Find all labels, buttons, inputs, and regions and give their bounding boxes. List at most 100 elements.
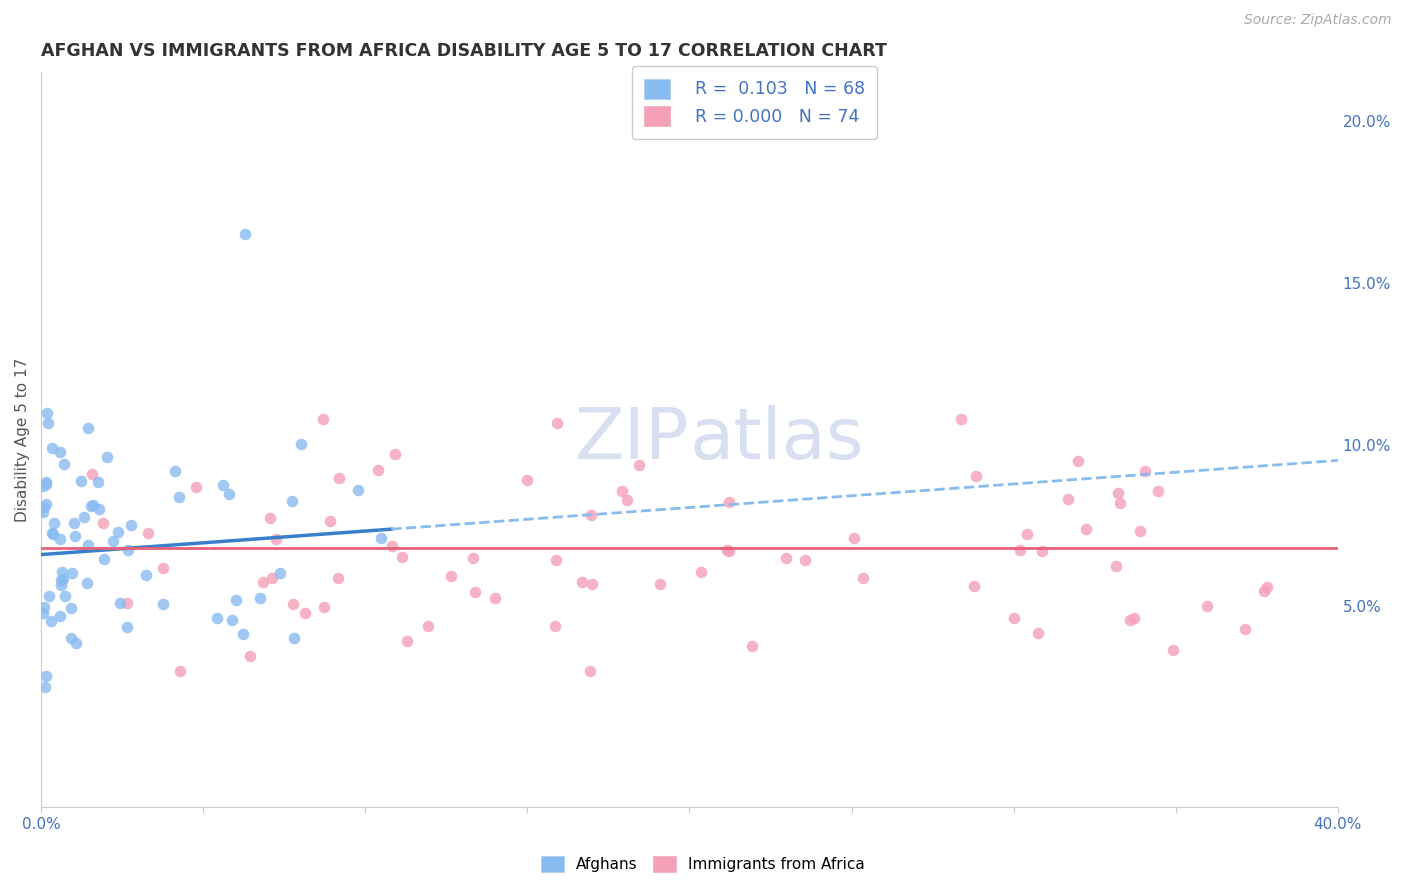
Point [616,493,638,508]
Point [1017,527,1039,541]
Point [32,606,55,620]
Point [41,442,63,456]
Point [76,420,98,434]
Point [53,589,76,603]
Point [101,533,124,548]
Point [1010,542,1032,557]
Point [579,664,602,678]
Point [949,411,972,425]
Point [579,508,602,523]
Point [41,526,63,541]
Point [82,498,104,512]
Point [1135,464,1157,478]
Point [965,469,987,483]
Point [93,551,115,566]
Point [793,553,815,567]
Point [328,571,350,585]
Point [63,516,86,530]
Point [852,571,875,585]
Point [63,529,86,543]
Point [49,445,72,459]
Point [91,516,114,530]
Point [186,480,208,494]
Point [1129,524,1152,538]
Point [35,475,58,489]
Point [464,584,486,599]
Point [280,494,302,508]
Point [384,447,406,461]
Point [205,611,228,625]
Point [775,550,797,565]
Point [51,573,73,587]
Point [440,569,463,583]
Point [38,589,60,603]
Point [52,572,75,586]
Point [31,505,53,519]
Point [283,631,305,645]
Point [252,574,274,589]
Point [117,543,139,558]
Point [264,532,287,546]
Point [312,411,335,425]
Point [314,599,336,614]
Point [484,591,506,605]
Point [152,561,174,575]
Point [65,636,87,650]
Point [1256,581,1278,595]
Point [225,593,247,607]
Point [1067,454,1090,468]
Point [80,467,103,481]
Point [259,510,281,524]
Point [370,531,392,545]
Point [1119,613,1142,627]
Point [120,517,142,532]
Point [718,544,741,558]
Point [37,416,59,430]
Point [627,458,650,472]
Point [1026,626,1049,640]
Point [51,566,73,580]
Point [281,598,304,612]
Point [461,550,484,565]
Point [262,571,284,585]
Point [34,669,56,683]
Point [167,491,190,505]
Point [107,524,129,539]
Point [395,634,418,648]
Point [1002,610,1025,624]
Point [60,631,83,645]
Point [391,549,413,564]
Text: AFGHAN VS IMMIGRANTS FROM AFRICA DISABILITY AGE 5 TO 17 CORRELATION CHART: AFGHAN VS IMMIGRANTS FROM AFRICA DISABIL… [41,42,887,60]
Text: atlas: atlas [689,405,863,475]
Point [35,406,58,420]
Point [516,473,538,487]
Point [232,627,254,641]
Point [1109,496,1132,510]
Point [1161,643,1184,657]
Point [239,649,262,664]
Point [1253,584,1275,599]
Point [52,458,75,472]
Point [41,526,63,541]
Point [60,601,83,615]
Point [290,437,312,451]
Point [35,497,58,511]
Point [1031,543,1053,558]
Point [221,613,243,627]
Point [233,227,256,242]
Point [76,538,98,552]
Point [544,619,567,633]
Point [381,539,404,553]
Point [294,606,316,620]
Point [152,597,174,611]
Point [1123,611,1146,625]
Point [650,577,672,591]
Point [718,495,741,509]
Point [269,566,291,581]
Point [1147,484,1170,499]
Point [32,599,55,614]
Point [165,464,187,478]
Point [690,565,713,579]
Point [571,574,593,589]
Point [367,463,389,477]
